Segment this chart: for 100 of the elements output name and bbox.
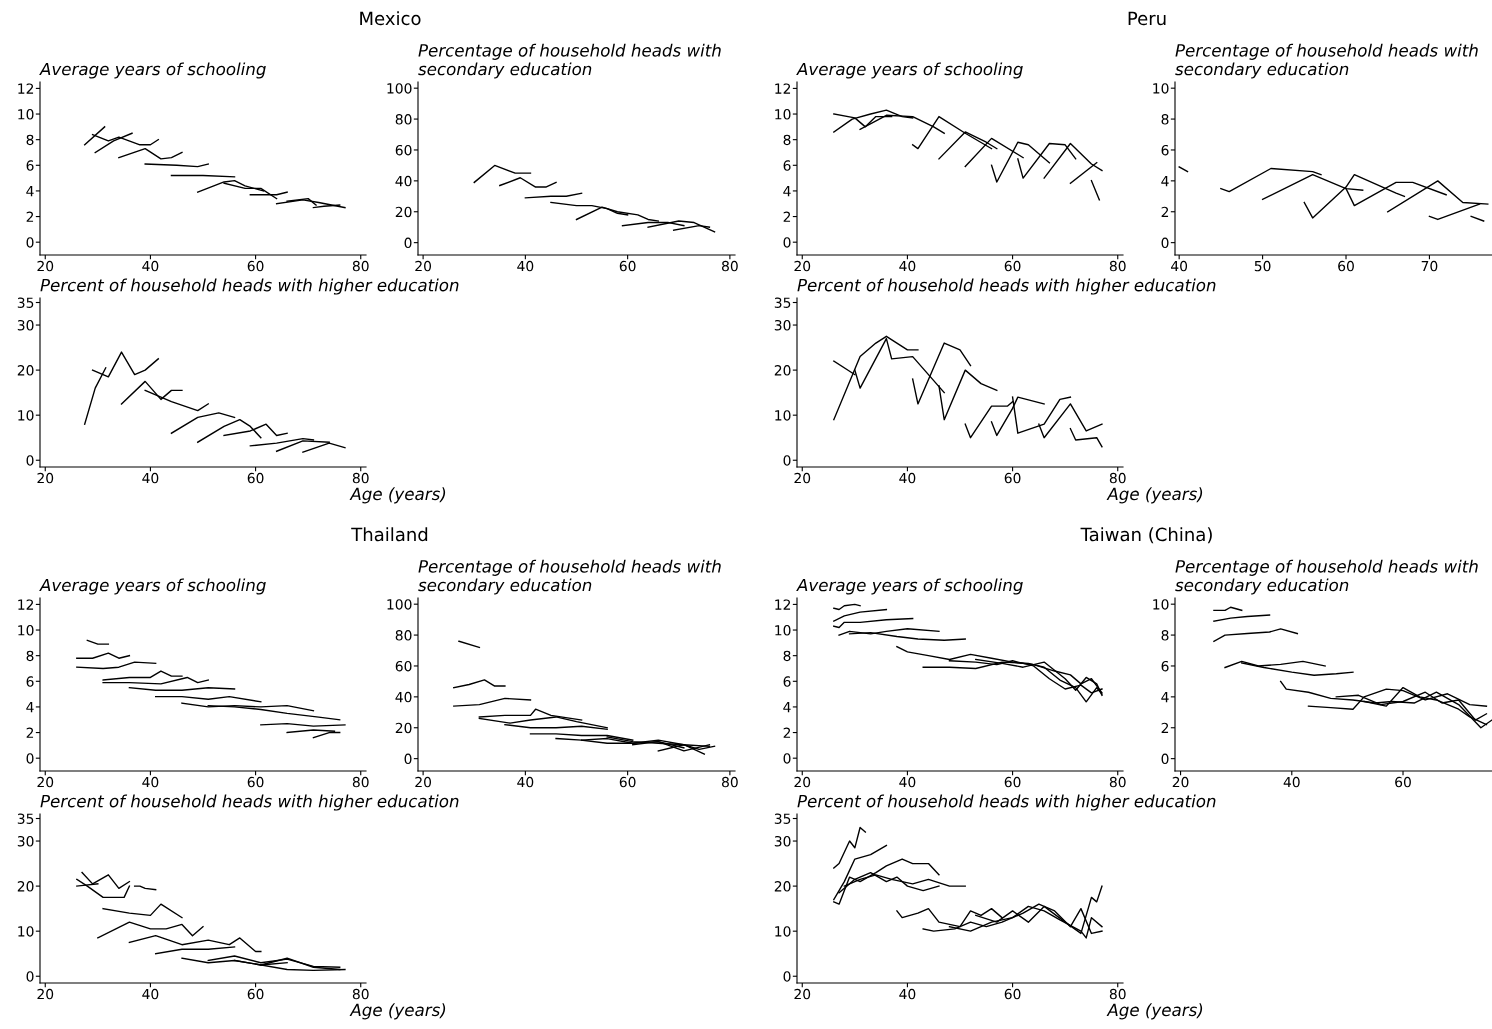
x-axis-title: Age (years) [349, 1003, 446, 1020]
y-tick-label: 6 [783, 676, 791, 687]
y-tick-label: 4 [1161, 692, 1169, 703]
y-tick-label: 2 [26, 211, 34, 222]
x-tick-label: 20 [37, 260, 54, 272]
x-tick-label: 40 [899, 776, 916, 788]
y-tick-label: 0 [26, 455, 34, 466]
x-tick-label: 20 [415, 776, 432, 788]
y-tick-label: 8 [26, 650, 34, 662]
y-tick-label: 35 [17, 813, 34, 824]
y-tick-label: 60 [395, 144, 412, 156]
text: Thailand [351, 527, 428, 542]
y-tick-label: 20 [395, 206, 412, 218]
x-tick-label: 60 [1338, 260, 1354, 272]
x-tick-label: 60 [619, 260, 636, 272]
chart-title: Percent of household heads with higher education [40, 278, 459, 295]
y-tick-label: 30 [17, 320, 34, 331]
x-tick-label: 60 [1004, 988, 1021, 1000]
y-tick-label: 12 [775, 83, 791, 94]
y-tick-label: 8 [26, 134, 34, 146]
chart-title: Average years of schooling [796, 578, 1023, 595]
y-tick-label: 0 [1161, 237, 1169, 249]
y-tick-label: 0 [1161, 753, 1169, 765]
y-tick-label: 80 [395, 114, 412, 125]
x-tick-label: 80 [721, 776, 738, 788]
x-axis-title: Age (years) [1106, 1003, 1203, 1020]
x-tick-label: 20 [794, 988, 811, 1000]
text: Mexico [360, 11, 421, 26]
y-tick-label: 0 [26, 971, 34, 982]
x-tick-label: 60 [619, 776, 636, 788]
y-tick-label: 0 [783, 971, 791, 982]
y-tick-label: 12 [18, 599, 34, 610]
y-tick-label: 40 [395, 691, 412, 703]
x-tick-label: 40 [142, 472, 159, 484]
x-tick-label: 80 [1109, 988, 1126, 1000]
y-tick-label: 4 [1161, 176, 1169, 187]
x-tick-label: 20 [37, 988, 54, 1000]
y-tick-label: 20 [17, 881, 34, 892]
y-tick-label: 8 [783, 650, 791, 662]
chart-title: Percentage of household heads with secondary education [418, 559, 721, 595]
x-tick-label: 60 [1004, 472, 1021, 484]
x-tick-label: 80 [352, 776, 369, 788]
y-tick-label: 60 [395, 660, 412, 672]
y-tick-label: 6 [1161, 144, 1169, 156]
chart-title: Percent of household heads with higher education [40, 794, 459, 811]
y-tick-label: 10 [18, 625, 34, 636]
x-tick-label: 20 [37, 776, 54, 788]
chart-title: Percentage of household heads with secondary education [418, 43, 721, 79]
chart-title: Average years of schooling [39, 578, 266, 595]
y-tick-label: 10 [775, 625, 791, 636]
y-tick-label: 40 [395, 175, 412, 187]
y-tick-label: 10 [18, 410, 34, 421]
x-tick-label: 80 [1109, 472, 1126, 484]
text: Taiwan (China) [1080, 527, 1212, 544]
x-tick-label: 20 [1172, 776, 1189, 788]
y-tick-label: 20 [774, 881, 791, 892]
y-tick-label: 10 [775, 926, 791, 937]
chart-title: Average years of schooling [796, 62, 1023, 79]
x-tick-label: 40 [899, 472, 916, 484]
x-tick-label: 60 [1004, 776, 1021, 788]
y-tick-label: 30 [774, 836, 791, 847]
y-tick-label: 12 [18, 83, 34, 94]
text: Peru [1128, 11, 1166, 26]
x-axis-title: Age (years) [349, 487, 446, 504]
x-tick-label: 20 [794, 260, 811, 272]
y-tick-label: 4 [26, 702, 34, 713]
x-tick-label: 80 [352, 260, 369, 272]
x-tick-label: 70 [1421, 260, 1438, 272]
y-tick-label: 10 [775, 410, 791, 421]
y-tick-label: 10 [18, 926, 34, 937]
y-tick-label: 2 [783, 727, 791, 738]
x-tick-label: 40 [899, 260, 916, 272]
x-tick-label: 40 [1283, 776, 1300, 788]
y-tick-label: 35 [774, 297, 791, 308]
x-tick-label: 20 [37, 472, 54, 484]
y-tick-label: 12 [775, 599, 791, 610]
x-tick-label: 60 [247, 472, 264, 484]
y-tick-label: 8 [783, 134, 791, 146]
y-tick-label: 20 [17, 365, 34, 376]
x-tick-label: 40 [517, 260, 534, 272]
y-tick-label: 80 [395, 630, 412, 641]
x-tick-label: 60 [247, 988, 264, 1000]
chart-title: Average years of schooling [39, 62, 266, 79]
y-tick-label: 4 [26, 186, 34, 197]
x-tick-label: 40 [142, 776, 159, 788]
y-tick-label: 0 [404, 753, 412, 765]
x-tick-label: 80 [1109, 776, 1126, 788]
x-tick-label: 40 [517, 776, 534, 788]
y-tick-label: 0 [404, 237, 412, 249]
y-tick-label: 6 [26, 676, 34, 687]
x-tick-label: 40 [142, 988, 159, 1000]
y-tick-label: 6 [1161, 660, 1169, 672]
x-tick-label: 80 [352, 472, 369, 484]
chart-title: Percent of household heads with higher education [797, 278, 1216, 295]
x-tick-label: 80 [352, 988, 369, 1000]
y-tick-label: 0 [26, 753, 34, 764]
x-tick-label: 40 [899, 988, 916, 1000]
y-tick-label: 2 [1161, 206, 1169, 218]
y-tick-label: 2 [783, 211, 791, 222]
x-tick-label: 80 [721, 260, 738, 272]
